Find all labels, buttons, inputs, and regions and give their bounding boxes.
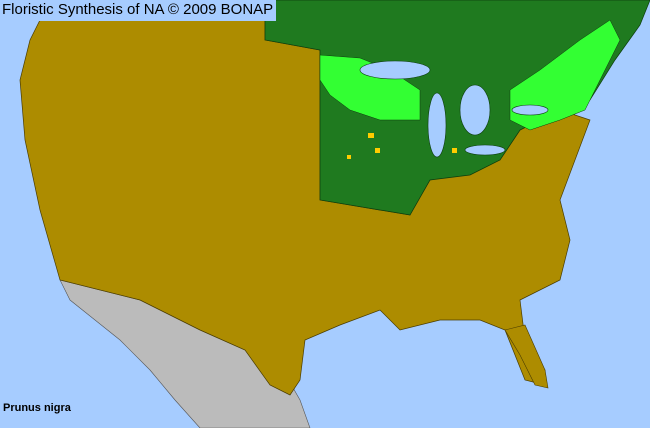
present-state-region bbox=[264, 0, 650, 216]
present-county-region-east bbox=[509, 19, 621, 131]
rare-counties bbox=[347, 133, 457, 159]
great-lakes bbox=[359, 60, 549, 158]
florida bbox=[504, 324, 549, 389]
species-label: Prunus nigra bbox=[3, 402, 71, 414]
map-title: Floristic Synthesis of NA © 2009 BONAP bbox=[0, 0, 277, 21]
